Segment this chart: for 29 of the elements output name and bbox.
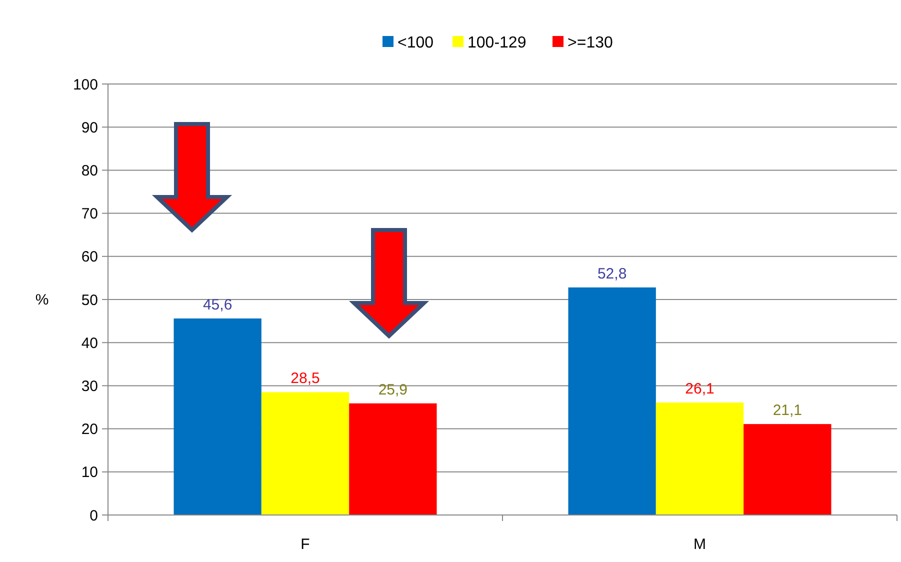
x-tick-label: M <box>694 536 706 553</box>
y-tick-label: 20 <box>81 421 98 438</box>
bar <box>656 402 744 515</box>
y-tick-label: 100 <box>72 76 98 94</box>
legend-label: <100 <box>398 34 434 52</box>
legend-label: 100-129 <box>468 34 526 52</box>
data-label: 52,8 <box>597 265 627 282</box>
bar <box>261 392 350 515</box>
y-tick-label: 90 <box>81 119 98 136</box>
y-tick-label: 40 <box>81 334 98 352</box>
y-axis-title: % <box>35 292 49 308</box>
y-tick-label: 50 <box>81 292 98 309</box>
y-tick-label: 70 <box>81 206 98 223</box>
data-label: 45,6 <box>202 296 232 314</box>
y-tick-label: 80 <box>81 162 98 180</box>
bar <box>174 318 262 515</box>
y-tick-label: 60 <box>81 248 98 266</box>
y-tick-label: 30 <box>81 378 98 395</box>
data-label: 25,9 <box>378 381 408 398</box>
x-tick-label: F <box>300 536 310 553</box>
y-tick-label: 10 <box>81 464 98 482</box>
data-label: 26,1 <box>685 380 714 398</box>
bar <box>568 287 656 515</box>
bar <box>349 403 437 515</box>
y-tick-label: 0 <box>90 507 98 524</box>
legend-label: >=130 <box>568 34 613 52</box>
bar <box>744 424 832 515</box>
data-label: 28,5 <box>290 370 320 388</box>
data-label: 21,1 <box>772 402 802 420</box>
